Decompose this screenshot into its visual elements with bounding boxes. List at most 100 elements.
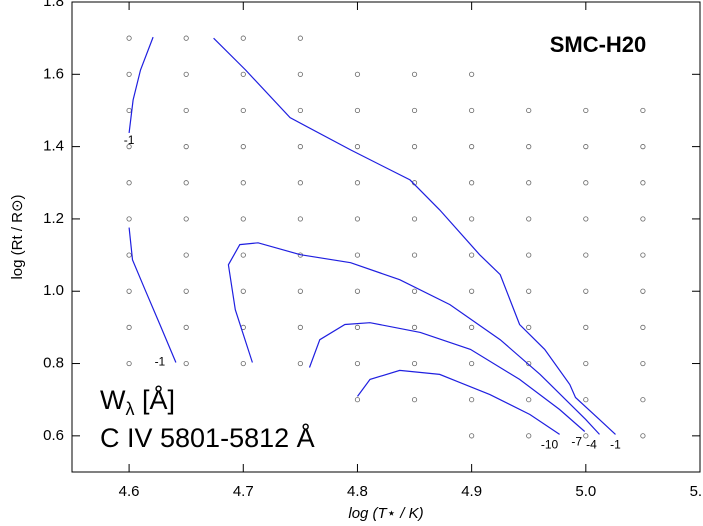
x-axis-label: log (T⋆ / K) (348, 505, 423, 522)
grid-point (411, 324, 418, 330)
grid-point (640, 107, 646, 114)
x-tick-label: 4.6 (119, 483, 140, 500)
grid-point (469, 324, 475, 330)
contour-line (227, 242, 600, 435)
contour-label: -1 (155, 355, 166, 369)
y-tick-label: 1.6 (43, 65, 64, 82)
grid-point (183, 144, 189, 150)
x-tick-label: 4.8 (347, 483, 368, 500)
grid-point (240, 107, 246, 114)
grid-point (354, 397, 361, 403)
grid-point (469, 216, 475, 222)
y-tick-label: 0.8 (43, 355, 64, 372)
grid-point (297, 216, 303, 222)
contour-line (128, 36, 154, 133)
grid-point (469, 252, 475, 258)
contour-label: -7 (571, 435, 582, 449)
grid-point (297, 144, 303, 150)
grid-point (297, 324, 303, 330)
grid-point (354, 324, 361, 330)
grid-point (354, 252, 361, 258)
grid-point (126, 71, 132, 77)
grid-point (640, 252, 646, 258)
contour-line (357, 369, 560, 435)
plot-frame (71, 1, 701, 473)
grid-point (640, 360, 646, 367)
grid-point (526, 216, 532, 222)
grid-point (583, 180, 589, 186)
contour-label: -10 (541, 438, 559, 452)
y-tick-label: 1.2 (43, 210, 64, 227)
grid-point (526, 180, 532, 186)
chart-title: SMC-H20 (550, 32, 647, 57)
grid-point (469, 433, 475, 439)
grid-point (297, 35, 303, 41)
grid-point (411, 288, 418, 294)
grid-point (183, 324, 189, 330)
grid-point (583, 144, 589, 150)
grid-point (640, 288, 646, 294)
grid-point (526, 252, 532, 258)
y-axis-label: log (Rt / R⊙) (9, 194, 26, 279)
y-tick-label: 1.4 (43, 138, 64, 155)
grid-point (526, 324, 532, 330)
grid-point (126, 288, 132, 294)
grid-point (354, 107, 361, 114)
grid-point (126, 180, 132, 186)
grid-point (126, 252, 132, 258)
grid-point (183, 71, 189, 77)
grid-point (126, 35, 132, 41)
annotation-rest: [Å] (134, 384, 175, 415)
contour-label: -1 (610, 438, 621, 452)
grid-point (640, 180, 646, 186)
grid-point (354, 216, 361, 222)
grid-point (126, 107, 132, 114)
grid-point (126, 216, 132, 222)
grid-point (297, 71, 303, 77)
grid-point (583, 397, 589, 403)
grid-point (583, 433, 589, 439)
grid-point (469, 360, 475, 367)
annotation-line2: C IV 5801-5812 Å (100, 422, 315, 453)
grid-point (411, 107, 418, 114)
grid-point (640, 397, 646, 403)
grid-point (240, 71, 246, 77)
x-tick-label: 5.1 (690, 483, 703, 500)
grid-point (240, 144, 246, 150)
grid-point (526, 433, 532, 439)
grid-point (583, 216, 589, 222)
grid-point (297, 360, 303, 367)
grid-point (640, 324, 646, 330)
grid-point (354, 360, 361, 367)
grid-point (183, 252, 189, 258)
annotation: Wλ [Å] (100, 384, 175, 419)
grid-point (297, 107, 303, 114)
grid-point (583, 107, 589, 114)
grid-point (183, 360, 189, 367)
grid-point (411, 216, 418, 222)
grid-point (411, 397, 418, 403)
grid-point (126, 360, 132, 367)
y-tick-label: 1.0 (43, 282, 64, 299)
grid-point (183, 288, 189, 294)
grid-point (583, 252, 589, 258)
x-tick-label: 5.0 (575, 483, 596, 500)
grid-point (183, 216, 189, 222)
grid-point (640, 216, 646, 222)
grid-point (240, 180, 246, 186)
grid-point (354, 180, 361, 186)
grid-point (240, 252, 246, 258)
contour-label: -1 (124, 133, 135, 147)
grid-point (297, 288, 303, 294)
grid-point (526, 397, 532, 403)
grid-point (583, 288, 589, 294)
grid-point (126, 324, 132, 330)
grid-point (583, 360, 589, 367)
x-tick-label: 4.7 (233, 483, 254, 500)
annotation-sub: λ (125, 399, 134, 419)
grid-point (354, 288, 361, 294)
contour-line (308, 322, 586, 432)
grid-point (297, 180, 303, 186)
grid-point (411, 360, 418, 367)
